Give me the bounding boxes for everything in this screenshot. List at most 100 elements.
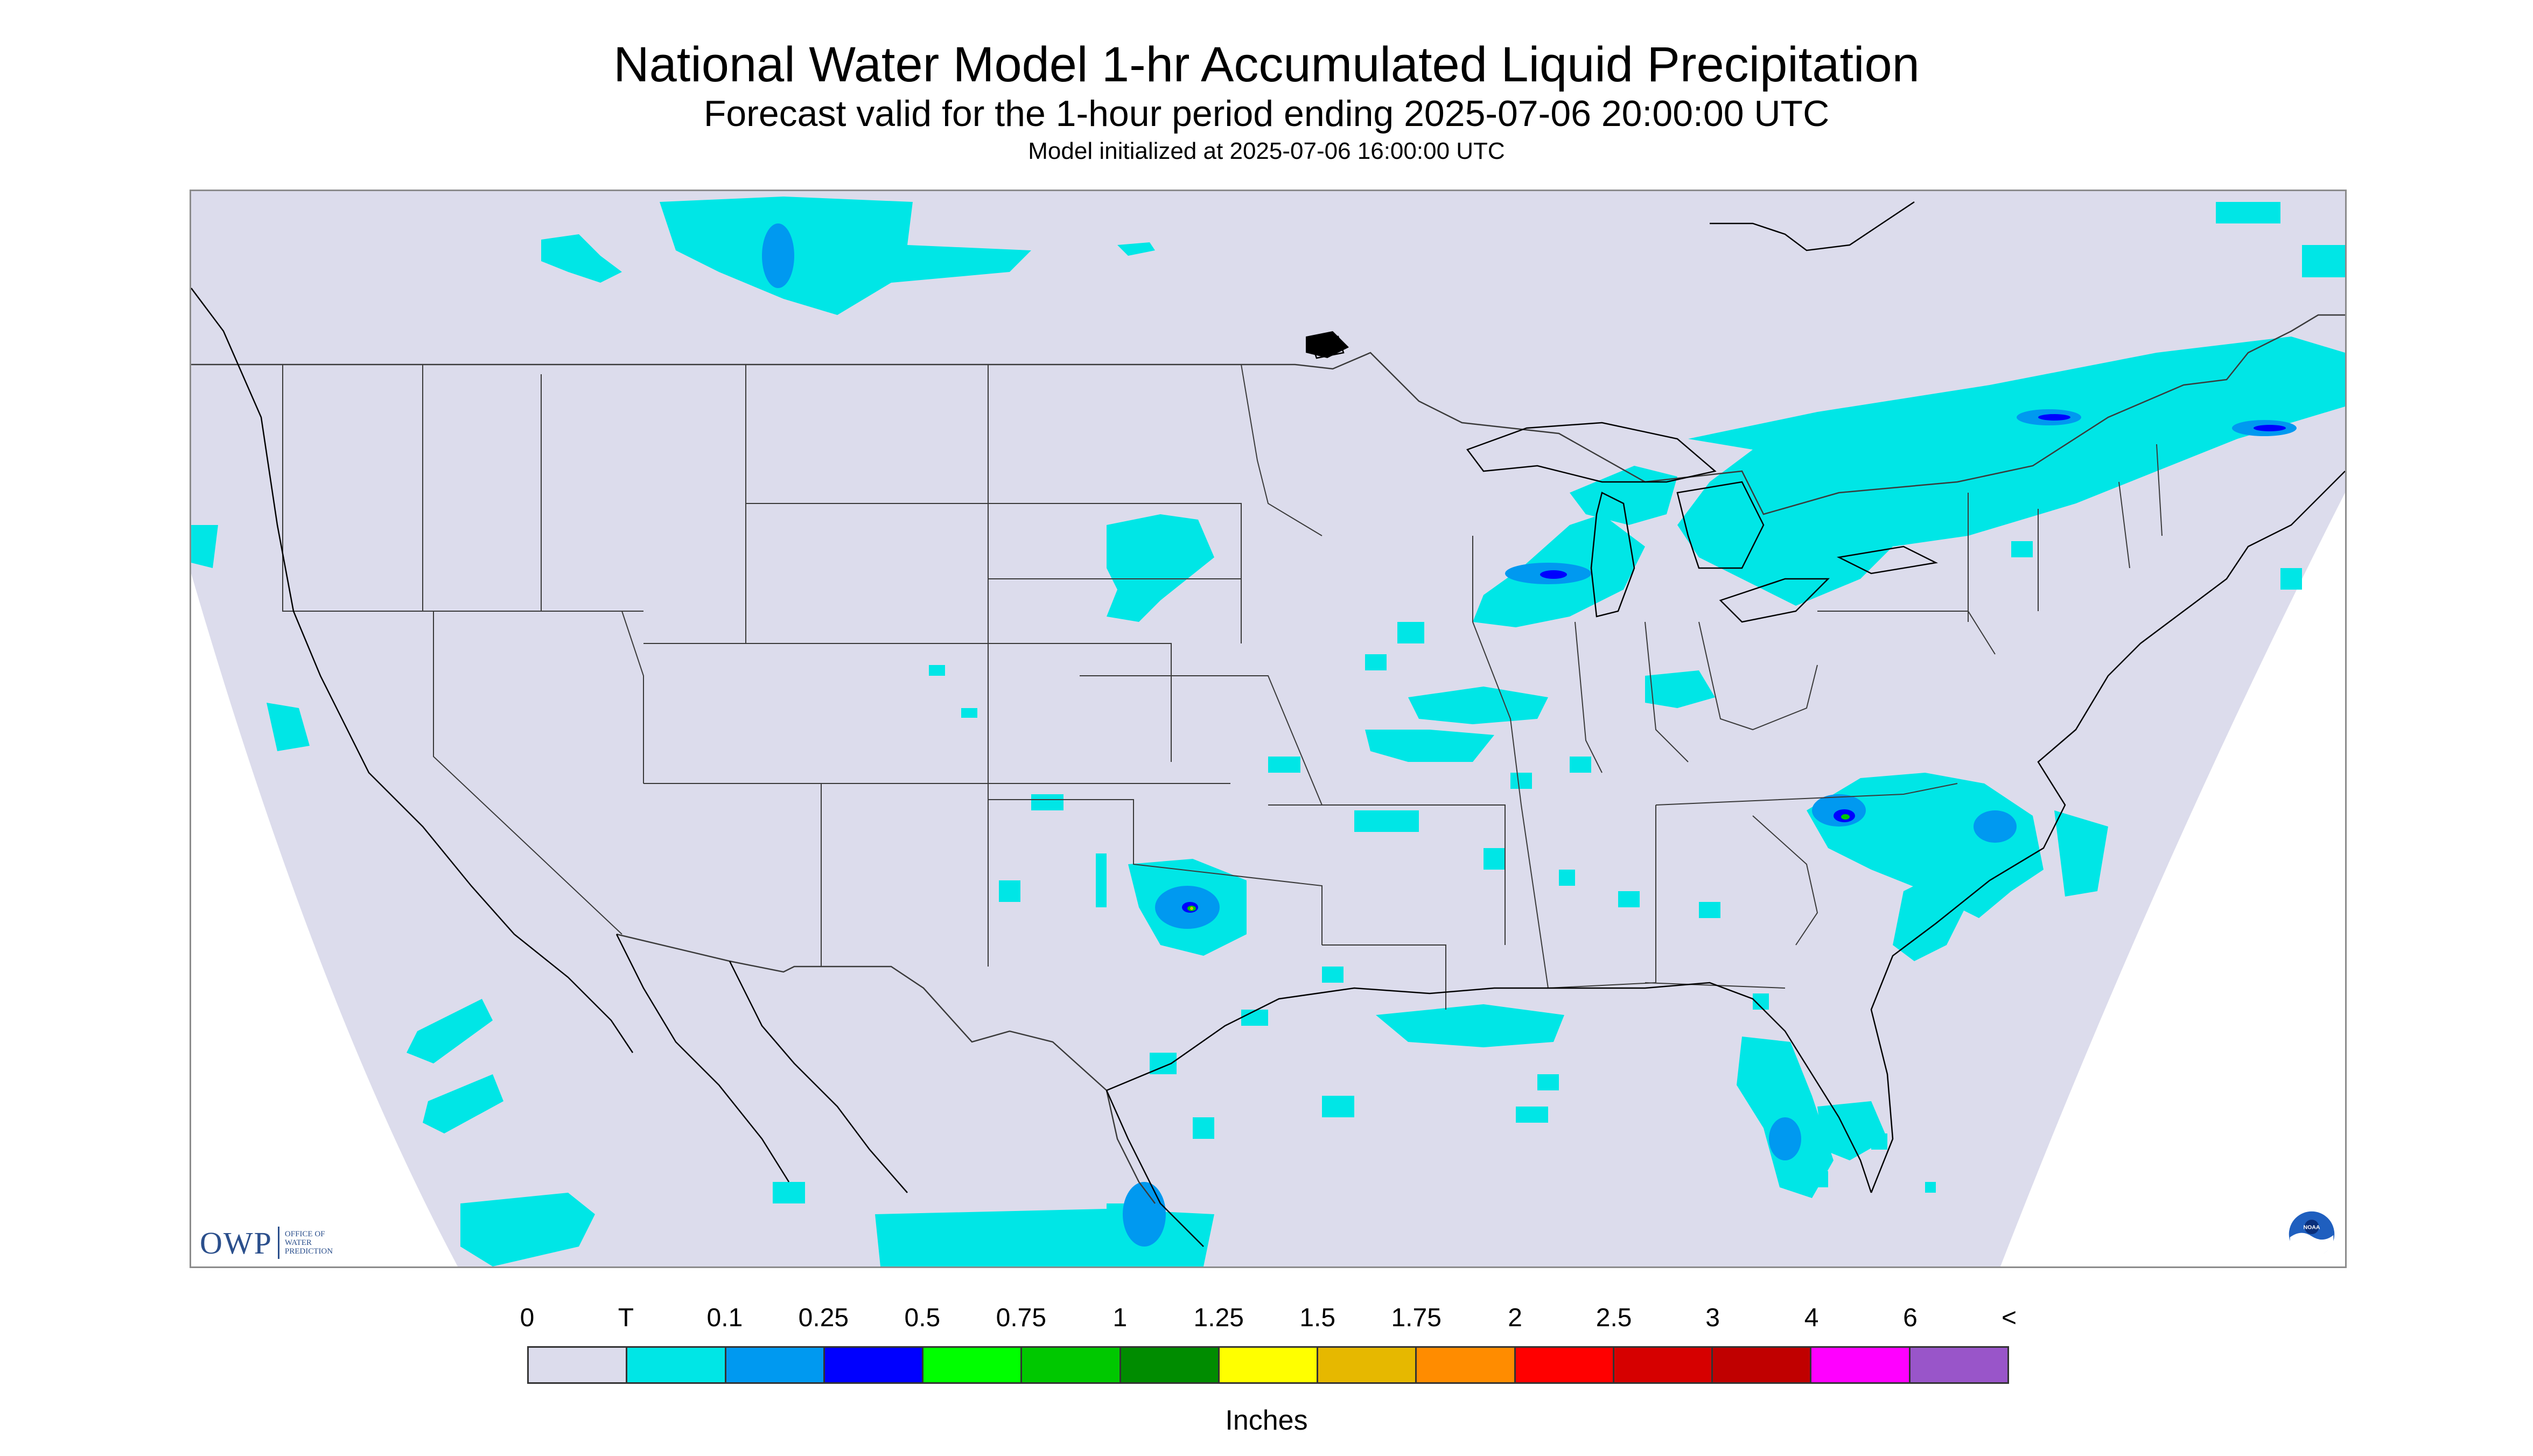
precip-cell <box>1925 1182 1936 1193</box>
precipitation-map: OWP OFFICE OF WATER PREDICTION NOAA <box>190 190 2347 1268</box>
owp-mark: OWP <box>200 1225 272 1261</box>
state-line <box>2118 481 2130 569</box>
precip-cell <box>1699 902 1720 918</box>
precip-cell <box>1193 1117 1214 1139</box>
precip-trace-cells <box>773 202 2345 1225</box>
precip-core <box>1841 814 1850 820</box>
lake-erie <box>1719 578 1830 623</box>
legend-label: < <box>2001 1304 2017 1332</box>
precip-cell <box>1096 853 1107 907</box>
legend-swatch <box>923 1348 1023 1382</box>
legend-label: 3 <box>1705 1304 1720 1332</box>
precip-cell <box>1322 967 1344 983</box>
precip-carolina-coast <box>1893 870 1968 961</box>
mexico-gulf-coast <box>1105 1090 1204 1247</box>
legend-swatch <box>1417 1348 1516 1382</box>
legend-label: 2 <box>1508 1304 1523 1332</box>
lake-superior <box>1466 422 1717 483</box>
state-line <box>2156 444 2163 536</box>
baja-california <box>615 934 790 1182</box>
precip-cell <box>1807 1171 1828 1187</box>
state-borders <box>282 364 2163 1010</box>
florida-east-coast <box>1870 471 2345 1193</box>
precip-core <box>1123 1182 1166 1247</box>
country-borders <box>191 314 2345 1204</box>
precip-cell <box>1618 891 1640 907</box>
precip-cell <box>1365 654 1387 670</box>
precip-south-dakota <box>1107 514 1214 622</box>
legend-swatch <box>1022 1348 1121 1382</box>
lake-ontario <box>1837 545 1938 575</box>
precip-cell <box>1871 1133 1887 1150</box>
precip-florida-east <box>1817 1101 1887 1160</box>
legend-label: 1.25 <box>1193 1304 1244 1332</box>
precip-cell <box>773 1182 805 1203</box>
state-line <box>1575 621 1603 773</box>
precip-cell <box>1268 757 1300 773</box>
precip-cell <box>1397 622 1424 643</box>
precip-core <box>762 223 794 288</box>
precip-illinois-band <box>1408 687 1548 724</box>
legend-swatch <box>529 1348 628 1382</box>
legend-swatch <box>1515 1348 1614 1382</box>
legend-swatch <box>726 1348 825 1382</box>
state-line <box>1268 804 1506 945</box>
precip-cell <box>1322 1096 1354 1117</box>
lake-of-the-woods-fill <box>1306 331 1349 358</box>
owp-text: OFFICE OF WATER PREDICTION <box>284 1230 333 1256</box>
precip-cell <box>1031 794 1063 810</box>
model-domain <box>191 191 2345 1266</box>
noaa-logo-text: NOAA <box>2303 1224 2320 1230</box>
state-line <box>1645 621 1689 762</box>
hudson-bay-north <box>1710 201 1915 251</box>
state-line <box>1521 804 1549 989</box>
map-canvas <box>191 191 2345 1266</box>
legend-labels: 0 T 0.1 0.25 0.5 0.75 1 1.25 1.5 1.75 2 2.5 3 4 6 < <box>0 1303 2533 1335</box>
legend-swatch <box>627 1348 726 1382</box>
precip-carolinas <box>1807 773 2044 918</box>
precip-cell <box>929 665 945 676</box>
legend-label: 1.5 <box>1299 1304 1336 1332</box>
precip-cell <box>2011 541 2033 557</box>
precip-cell <box>1484 848 1505 870</box>
legend-swatch <box>1713 1348 1812 1382</box>
precip-light-cores <box>762 223 2297 1247</box>
state-line <box>1472 536 1522 806</box>
precip-oregon-coast <box>191 525 218 568</box>
coastlines <box>191 201 2345 1247</box>
precip-pacific-nw <box>267 703 310 751</box>
precip-cell <box>1559 870 1575 886</box>
state-line <box>1080 675 1323 806</box>
precip-core <box>1974 810 2017 843</box>
owp-divider <box>277 1227 279 1259</box>
great-lakes <box>1310 335 1938 623</box>
precip-cell <box>2302 245 2345 277</box>
legend-swatch <box>1910 1348 2007 1382</box>
precip-cell <box>1241 1010 1268 1026</box>
precip-core <box>2038 414 2070 421</box>
precip-ocean-east <box>2054 810 2108 897</box>
state-line <box>1752 815 1818 946</box>
legend-label: 0.75 <box>996 1304 1047 1332</box>
legend-swatch <box>1811 1348 1911 1382</box>
precip-core <box>1540 570 1567 579</box>
precip-pacific-2 <box>423 1074 503 1133</box>
precip-ontario-band <box>1677 337 2345 606</box>
precip-michigan <box>1570 466 1677 525</box>
state-line <box>433 611 622 935</box>
state-line <box>988 365 1242 643</box>
gulf-of-california <box>729 961 908 1193</box>
owp-logo: OWP OFFICE OF WATER PREDICTION <box>200 1225 349 1261</box>
precip-core <box>1769 1117 1801 1160</box>
legend-label: 0.5 <box>904 1304 941 1332</box>
precip-cell <box>999 880 1020 902</box>
precip-core <box>2254 425 2286 431</box>
model-init-time: Model initialized at 2025-07-06 16:00:00… <box>1028 138 1505 164</box>
precip-cell <box>1354 810 1419 832</box>
precip-cell <box>1570 757 1591 773</box>
state-line <box>988 799 1323 945</box>
lake-huron <box>1676 481 1765 569</box>
precip-cell <box>2216 202 2280 223</box>
legend-label: 0.25 <box>798 1304 849 1332</box>
us-mexico-border <box>616 933 1156 1204</box>
